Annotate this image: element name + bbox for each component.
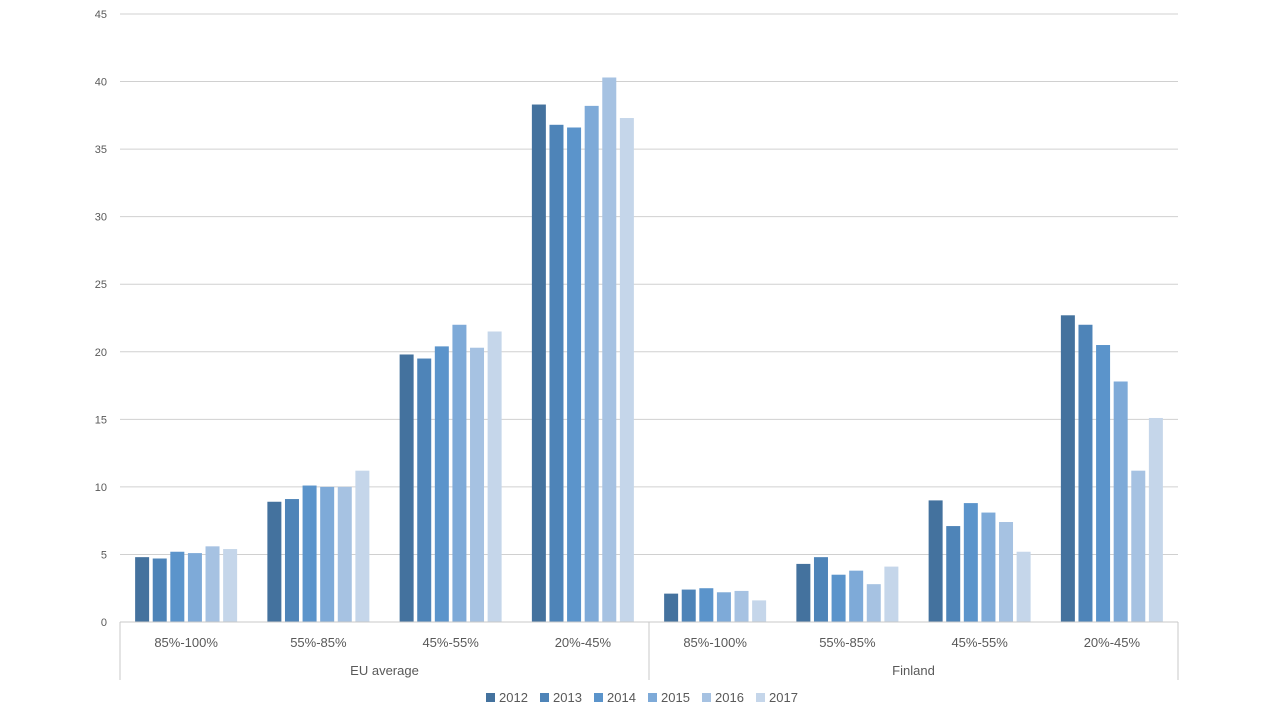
legend-swatch bbox=[594, 693, 603, 702]
bar-2017-4 bbox=[752, 600, 766, 622]
group-label: Finland bbox=[892, 663, 935, 678]
bar-2017-3 bbox=[620, 118, 634, 622]
y-tick-label: 5 bbox=[101, 549, 107, 561]
bar-2015-5 bbox=[849, 571, 863, 622]
bar-2014-2 bbox=[435, 346, 449, 622]
bar-2013-6 bbox=[946, 526, 960, 622]
y-tick-label: 45 bbox=[95, 9, 107, 21]
x-tick-label: 85%-100% bbox=[154, 635, 218, 650]
x-axis-group-labels: EU average Finland bbox=[350, 663, 935, 678]
legend-label: 2012 bbox=[499, 690, 528, 705]
bar-2017-5 bbox=[884, 567, 898, 622]
bar-2016-2 bbox=[470, 348, 484, 622]
legend: 2012 2013 2014 2015 2016 2017 bbox=[486, 690, 798, 705]
bar-2016-6 bbox=[999, 522, 1013, 622]
bar-2012-7 bbox=[1061, 315, 1075, 622]
legend-item-2016: 2016 bbox=[702, 690, 744, 705]
bar-2013-2 bbox=[417, 359, 431, 622]
bar-2012-0 bbox=[135, 557, 149, 622]
bar-2013-4 bbox=[682, 590, 696, 622]
y-tick-label: 30 bbox=[95, 212, 107, 224]
x-tick-label: 45%-55% bbox=[422, 635, 479, 650]
bar-2016-5 bbox=[867, 584, 881, 622]
gridlines bbox=[120, 14, 1178, 554]
legend-item-2013: 2013 bbox=[540, 690, 582, 705]
bar-2017-2 bbox=[488, 332, 502, 622]
legend-label: 2015 bbox=[661, 690, 690, 705]
bar-2015-0 bbox=[188, 553, 202, 622]
legend-label: 2013 bbox=[553, 690, 582, 705]
bar-2013-0 bbox=[153, 558, 167, 622]
bar-2013-7 bbox=[1078, 325, 1092, 622]
bar-2016-3 bbox=[602, 78, 616, 622]
bar-2014-5 bbox=[832, 575, 846, 622]
legend-item-2014: 2014 bbox=[594, 690, 636, 705]
legend-label: 2017 bbox=[769, 690, 798, 705]
legend-label: 2016 bbox=[715, 690, 744, 705]
bar-2012-4 bbox=[664, 594, 678, 622]
bar-2015-2 bbox=[452, 325, 466, 622]
y-tick-label: 15 bbox=[95, 414, 107, 426]
bars bbox=[135, 78, 1163, 622]
legend-item-2017: 2017 bbox=[756, 690, 798, 705]
legend-swatch bbox=[702, 693, 711, 702]
x-axis-tick-labels: 85%-100% 55%-85% 45%-55% 20%-45% 85%-100% 55%… bbox=[154, 635, 1140, 650]
bar-2014-3 bbox=[567, 127, 581, 622]
x-tick-label: 20%-45% bbox=[1084, 635, 1141, 650]
y-tick-label: 25 bbox=[95, 279, 107, 291]
y-tick-label: 20 bbox=[95, 347, 107, 359]
legend-item-2015: 2015 bbox=[648, 690, 690, 705]
bar-2013-5 bbox=[814, 557, 828, 622]
bar-2013-1 bbox=[285, 499, 299, 622]
x-tick-label: 55%-85% bbox=[819, 635, 876, 650]
bar-2015-7 bbox=[1114, 382, 1128, 622]
bar-2015-1 bbox=[320, 487, 334, 622]
bar-2016-7 bbox=[1131, 471, 1145, 622]
bar-2012-3 bbox=[532, 105, 546, 622]
x-tick-label: 20%-45% bbox=[555, 635, 612, 650]
x-axis bbox=[120, 622, 1178, 680]
bar-2015-3 bbox=[585, 106, 599, 622]
bar-2015-4 bbox=[717, 592, 731, 622]
y-tick-label: 35 bbox=[95, 144, 107, 156]
y-tick-label: 0 bbox=[101, 617, 107, 629]
y-tick-label: 10 bbox=[95, 482, 107, 494]
group-label: EU average bbox=[350, 663, 419, 678]
bar-2013-3 bbox=[549, 125, 563, 622]
legend-item-2012: 2012 bbox=[486, 690, 528, 705]
bar-2017-6 bbox=[1017, 552, 1031, 622]
bar-2012-1 bbox=[267, 502, 281, 622]
y-axis-tick-labels: 0 5 10 15 20 25 30 35 40 45 bbox=[95, 9, 107, 629]
bar-2014-4 bbox=[699, 588, 713, 622]
legend-label: 2014 bbox=[607, 690, 636, 705]
bar-2012-2 bbox=[400, 354, 414, 622]
y-tick-label: 40 bbox=[95, 77, 107, 89]
legend-swatch bbox=[756, 693, 765, 702]
x-tick-label: 45%-55% bbox=[951, 635, 1008, 650]
bar-2014-6 bbox=[964, 503, 978, 622]
bar-2012-5 bbox=[796, 564, 810, 622]
x-tick-label: 85%-100% bbox=[683, 635, 747, 650]
bar-2012-6 bbox=[929, 500, 943, 622]
bar-2014-7 bbox=[1096, 345, 1110, 622]
x-tick-label: 55%-85% bbox=[290, 635, 347, 650]
legend-swatch bbox=[648, 693, 657, 702]
bar-2017-7 bbox=[1149, 418, 1163, 622]
bar-2017-0 bbox=[223, 549, 237, 622]
bar-2015-6 bbox=[981, 513, 995, 622]
bar-2014-1 bbox=[303, 486, 317, 622]
legend-swatch bbox=[486, 693, 495, 702]
bar-2016-0 bbox=[206, 546, 220, 622]
bar-2016-1 bbox=[338, 487, 352, 622]
legend-swatch bbox=[540, 693, 549, 702]
bar-2014-0 bbox=[170, 552, 184, 622]
bar-2016-4 bbox=[735, 591, 749, 622]
bar-2017-1 bbox=[355, 471, 369, 622]
